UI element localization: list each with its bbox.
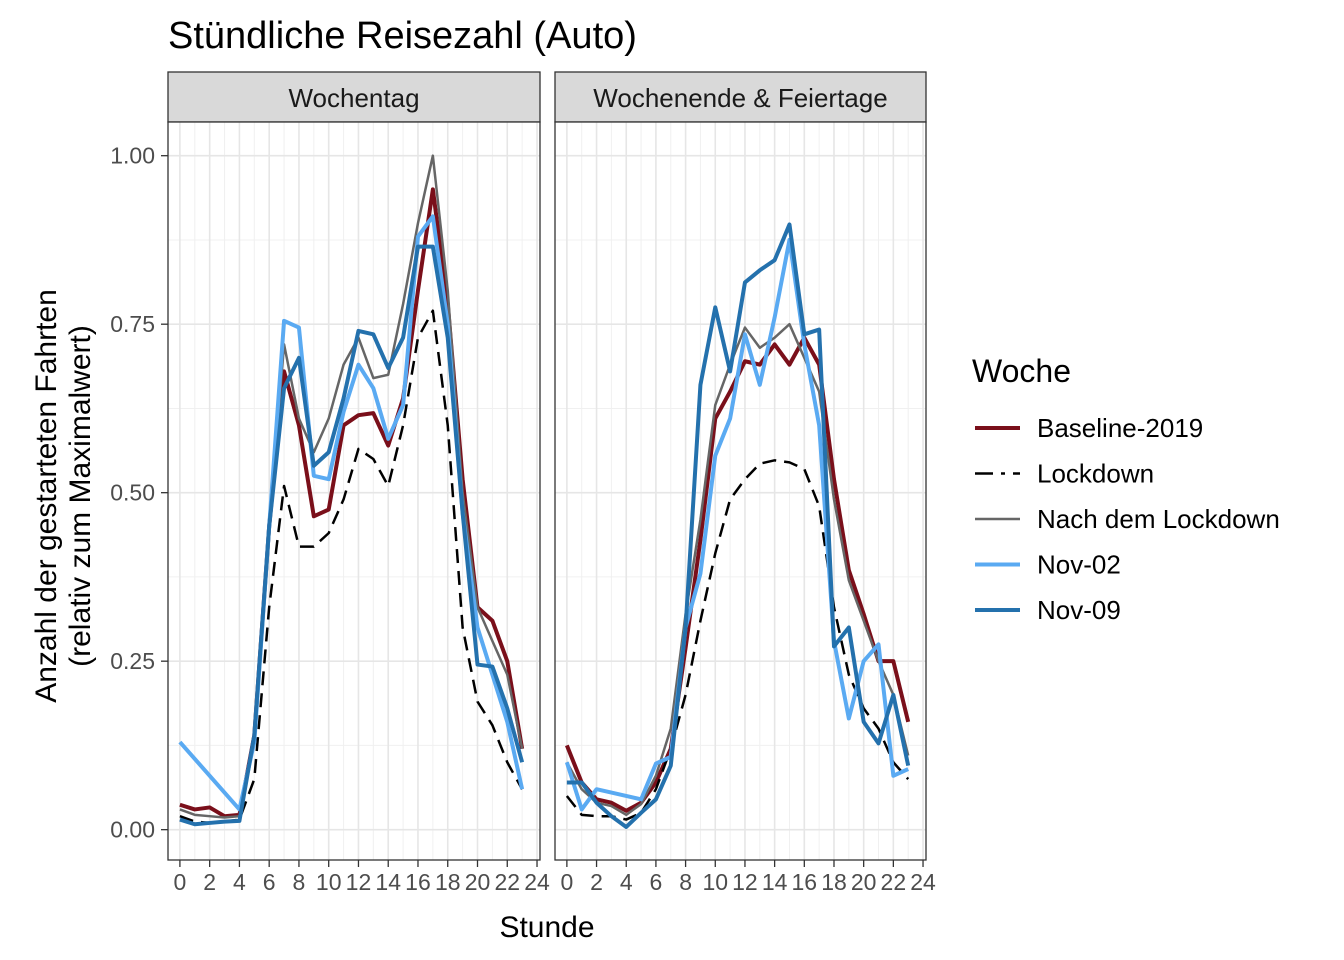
series-line-nov-02 xyxy=(178,214,525,812)
x-tick-label: 6 xyxy=(263,869,276,895)
legend-label: Nov-02 xyxy=(1037,550,1121,580)
x-axis-title: Stunde xyxy=(499,911,594,944)
series-line-nov-02 xyxy=(564,237,910,812)
series-lines xyxy=(178,154,525,827)
legend-label: Lockdown xyxy=(1037,459,1154,489)
plot-background xyxy=(168,122,540,860)
y-tick-label: 0.00 xyxy=(110,817,155,843)
y-tick-label: 0.25 xyxy=(110,648,155,674)
series-lines xyxy=(564,222,911,829)
x-tick-label: 6 xyxy=(650,869,663,895)
series-line-nach-dem-lockdown xyxy=(179,154,524,819)
legend-label: Baseline-2019 xyxy=(1037,413,1203,443)
panel-border xyxy=(167,121,541,861)
y-tick-label: 1.00 xyxy=(110,143,155,169)
x-tick-label: 14 xyxy=(762,869,788,895)
x-tick-label: 16 xyxy=(405,869,431,895)
x-tick-label: 14 xyxy=(375,869,401,895)
x-tick-label: 12 xyxy=(732,869,758,895)
facet-strip-label: Wochenende & Feiertage xyxy=(593,83,887,113)
x-tick-label: 20 xyxy=(465,869,491,895)
x-tick-label: 22 xyxy=(494,869,520,895)
series-line-baseline-2019 xyxy=(179,187,525,819)
x-tick-label: 20 xyxy=(851,869,877,895)
legend-label: Nach dem Lockdown xyxy=(1037,504,1280,534)
x-tick-label: 10 xyxy=(702,869,728,895)
plot-background xyxy=(555,122,926,860)
series-line-nach-dem-lockdown xyxy=(565,322,910,817)
facet-strip-label: Wochentag xyxy=(288,83,419,113)
x-tick-label: 22 xyxy=(881,869,907,895)
x-tick-label: 24 xyxy=(524,869,550,895)
x-tick-label: 2 xyxy=(590,869,603,895)
facet-strip xyxy=(167,71,541,123)
legend-label: Nov-09 xyxy=(1037,595,1121,625)
x-tick-label: 18 xyxy=(821,869,847,895)
panel-border xyxy=(554,121,927,861)
y-axis-title-line1: Anzahl der gestarteten Fahrten xyxy=(30,289,63,703)
x-tick-label: 18 xyxy=(435,869,461,895)
x-tick-label: 4 xyxy=(620,869,633,895)
x-tick-label: 8 xyxy=(679,869,692,895)
series-line-nov-09 xyxy=(179,244,525,827)
chart-title: Stündliche Reisezahl (Auto) xyxy=(168,15,637,57)
x-tick-label: 0 xyxy=(174,869,187,895)
x-tick-label: 8 xyxy=(293,869,306,895)
y-tick-label: 0.75 xyxy=(110,311,155,337)
series-line-lockdown xyxy=(565,459,910,821)
x-tick-label: 24 xyxy=(910,869,936,895)
y-tick-label: 0.50 xyxy=(110,480,155,506)
facet-strip xyxy=(554,71,927,123)
y-axis-title-line2: (relativ zum Maximalwert) xyxy=(64,325,97,667)
x-tick-label: 12 xyxy=(346,869,372,895)
x-tick-label: 0 xyxy=(560,869,573,895)
legend-title: Woche xyxy=(972,353,1071,389)
x-tick-label: 16 xyxy=(792,869,818,895)
x-tick-label: 2 xyxy=(203,869,216,895)
x-tick-label: 4 xyxy=(233,869,246,895)
y-axis-title: Anzahl der gestarteten Fahrten (relativ … xyxy=(30,289,97,703)
x-tick-label: 10 xyxy=(316,869,342,895)
legend: Woche Baseline-2019 Lockdown Nach dem Lock… xyxy=(972,353,1280,625)
series-line-lockdown xyxy=(179,309,524,825)
series-line-nov-09 xyxy=(566,222,911,829)
